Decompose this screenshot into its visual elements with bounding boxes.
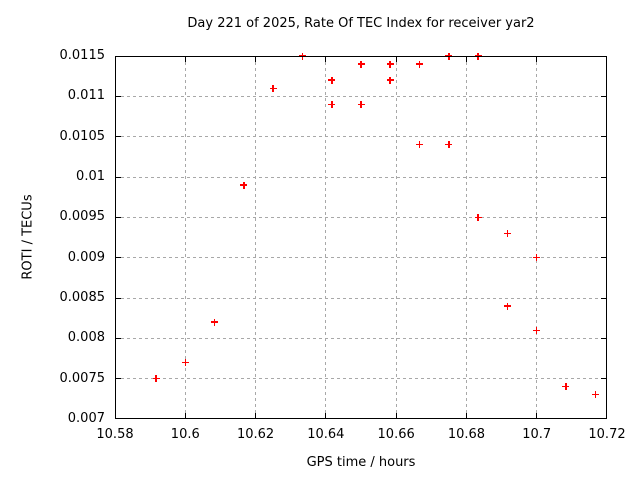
y-tick-mark-right bbox=[601, 337, 607, 339]
y-tick-mark-right bbox=[601, 136, 607, 138]
x-tick-mark-top bbox=[184, 56, 186, 62]
data-point-marker bbox=[328, 100, 336, 108]
data-point-marker bbox=[269, 84, 277, 92]
y-tick-label: 0.01 bbox=[76, 169, 105, 184]
y-tick-mark-left bbox=[115, 136, 121, 138]
y-tick-mark-left bbox=[115, 257, 121, 259]
y-tick-mark-right bbox=[601, 95, 607, 97]
y-tick-mark-left bbox=[115, 95, 121, 97]
y-tick-label: 0.008 bbox=[67, 330, 105, 346]
x-tick-mark-bottom bbox=[395, 413, 397, 419]
data-point-marker bbox=[504, 302, 512, 310]
gridline-vertical bbox=[465, 56, 467, 419]
gridline-vertical bbox=[184, 56, 186, 419]
x-tick-mark-top bbox=[255, 56, 257, 62]
y-tick-mark-left bbox=[115, 216, 121, 218]
data-point-marker bbox=[386, 76, 394, 84]
data-point-marker bbox=[240, 181, 248, 189]
data-point-marker bbox=[416, 60, 424, 68]
gridline-horizontal bbox=[115, 257, 607, 259]
data-point-marker bbox=[445, 141, 453, 149]
data-point-marker bbox=[386, 60, 394, 68]
x-axis-title: GPS time / hours bbox=[306, 455, 416, 470]
x-tick-mark-top bbox=[465, 56, 467, 62]
gridline-horizontal bbox=[115, 95, 607, 97]
y-tick-label: 0.0095 bbox=[59, 209, 106, 225]
data-point-marker bbox=[533, 326, 541, 334]
data-point-marker bbox=[474, 213, 482, 221]
y-axis-title: ROTI / TECUs bbox=[20, 194, 36, 280]
gridline-vertical bbox=[325, 56, 327, 419]
data-point-marker bbox=[181, 359, 189, 367]
x-tick-mark-bottom bbox=[184, 413, 186, 419]
y-tick-mark-right bbox=[601, 257, 607, 259]
data-point-marker bbox=[416, 141, 424, 149]
data-point-marker bbox=[152, 375, 160, 383]
y-tick-label: 0.007 bbox=[67, 411, 105, 426]
x-tick-label: 10.68 bbox=[447, 427, 486, 442]
gridline-horizontal bbox=[115, 337, 607, 339]
gridline-horizontal bbox=[115, 136, 607, 138]
gridline-horizontal bbox=[115, 297, 607, 299]
y-tick-label: 0.0105 bbox=[59, 128, 106, 144]
y-tick-mark-right bbox=[601, 176, 607, 178]
x-tick-label: 10.58 bbox=[96, 427, 134, 442]
x-tick-mark-bottom bbox=[536, 413, 538, 419]
gridline-horizontal bbox=[115, 216, 607, 218]
gridline-horizontal bbox=[115, 378, 607, 380]
chart-title: Day 221 of 2025, Rate Of TEC Index for r… bbox=[187, 16, 535, 31]
y-tick-label: 0.011 bbox=[67, 88, 105, 104]
data-point-marker bbox=[357, 60, 365, 68]
data-point-marker bbox=[504, 229, 512, 237]
y-tick-mark-right bbox=[601, 297, 607, 299]
x-tick-label: 10.6 bbox=[170, 427, 200, 442]
y-tick-mark-left bbox=[115, 337, 121, 339]
data-point-marker bbox=[328, 76, 336, 84]
x-tick-label: 10.66 bbox=[377, 427, 415, 442]
x-tick-label: 10.64 bbox=[307, 427, 345, 442]
gridline-vertical bbox=[395, 56, 397, 419]
data-point-marker bbox=[533, 254, 541, 262]
y-tick-label: 0.0115 bbox=[59, 48, 106, 63]
data-point-marker bbox=[562, 383, 570, 391]
x-tick-label: 10.72 bbox=[588, 427, 626, 442]
gridline-horizontal bbox=[115, 176, 607, 178]
x-tick-mark-bottom bbox=[325, 413, 327, 419]
x-tick-mark-top bbox=[395, 56, 397, 62]
x-tick-mark-top bbox=[536, 56, 538, 62]
x-tick-label: 10.62 bbox=[236, 427, 275, 442]
data-point-marker bbox=[591, 391, 599, 399]
x-tick-mark-bottom bbox=[465, 413, 467, 419]
y-tick-label: 0.0085 bbox=[59, 290, 106, 305]
data-point-marker bbox=[210, 318, 218, 326]
gridline-vertical bbox=[536, 56, 538, 419]
y-tick-mark-right bbox=[601, 216, 607, 218]
y-tick-mark-left bbox=[115, 297, 121, 299]
y-tick-mark-left bbox=[115, 378, 121, 380]
gridline-vertical bbox=[255, 56, 257, 419]
y-tick-mark-left bbox=[115, 176, 121, 178]
y-tick-label: 0.009 bbox=[67, 249, 105, 265]
y-tick-mark-right bbox=[601, 378, 607, 380]
y-tick-label: 0.0075 bbox=[59, 370, 106, 386]
x-tick-mark-bottom bbox=[255, 413, 257, 419]
plot-border bbox=[115, 56, 607, 419]
x-tick-label: 10.7 bbox=[522, 427, 552, 442]
x-tick-mark-top bbox=[325, 56, 327, 62]
data-point-marker bbox=[357, 100, 365, 108]
plot-area bbox=[115, 52, 607, 419]
